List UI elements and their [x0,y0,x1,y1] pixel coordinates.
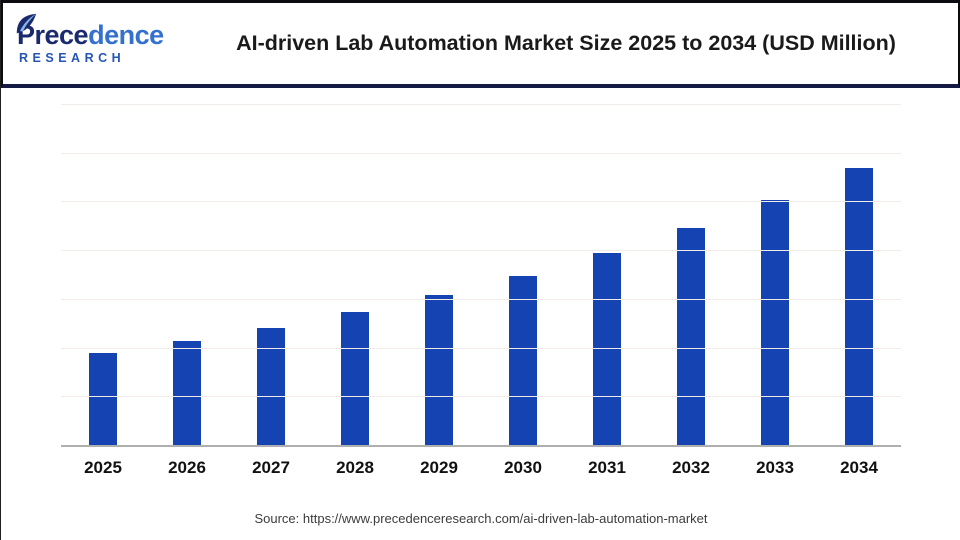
x-axis-line [61,445,901,447]
x-axis-label-2032: 2032 [672,458,710,477]
x-axis-label-2033: 2033 [756,458,794,477]
gridline [61,152,901,154]
bar-2033 [761,200,789,445]
bar-slot-2030 [481,104,565,445]
x-axis-label-2025: 2025 [84,458,122,477]
bar-slot-2026 [145,104,229,445]
x-axis-label-2031: 2031 [588,458,626,477]
brand-logo: Precedence RESEARCH [16,14,192,66]
brand-name-part2: dence [88,20,164,51]
brand-name: Precedence [17,22,192,49]
bar-series [61,104,901,445]
leaf-icon [14,12,38,40]
bar-2032 [677,228,705,445]
gridline [61,396,901,398]
gridline [61,201,901,203]
bar-2029 [425,295,453,445]
x-axis-label-2028: 2028 [336,458,374,477]
bar-slot-2032 [649,104,733,445]
gridline [61,347,901,349]
chart-region: 2025 2026 2027 2028 2029 2030 2031 2032 2033 2034… [1,90,960,540]
x-axis-label-2026: 2026 [168,458,206,477]
bar-2028 [341,312,369,445]
bar-slot-2029 [397,104,481,445]
bar-2027 [257,328,285,445]
header: Precedence RESEARCH AI-driven Lab Automa… [1,0,960,88]
x-axis-label-2027: 2027 [252,458,290,477]
bar-slot-2025 [61,104,145,445]
bar-2031 [593,253,621,445]
bar-slot-2027 [229,104,313,445]
x-axis-label-2034: 2034 [840,458,878,477]
bar-slot-2034 [817,104,901,445]
x-axis-label-2030: 2030 [504,458,542,477]
bar-slot-2028 [313,104,397,445]
bar-slot-2033 [733,104,817,445]
gridline [61,250,901,252]
x-axis-label-2029: 2029 [420,458,458,477]
gridline [61,104,901,105]
gridline [61,298,901,300]
brand-subtitle: RESEARCH [19,51,126,66]
bar-2025 [89,353,117,445]
source-text: Source: https://www.precedenceresearch.c… [254,511,708,526]
chart-title: AI-driven Lab Automation Market Size 202… [236,31,896,55]
bar-2034 [845,168,873,445]
bar-slot-2031 [565,104,649,445]
plot-area [61,104,901,447]
bar-2030 [509,276,537,445]
x-axis-labels: 2025 2026 2027 2028 2029 2030 2031 2032 2033 2034 [61,458,901,478]
bar-2026 [173,341,201,445]
